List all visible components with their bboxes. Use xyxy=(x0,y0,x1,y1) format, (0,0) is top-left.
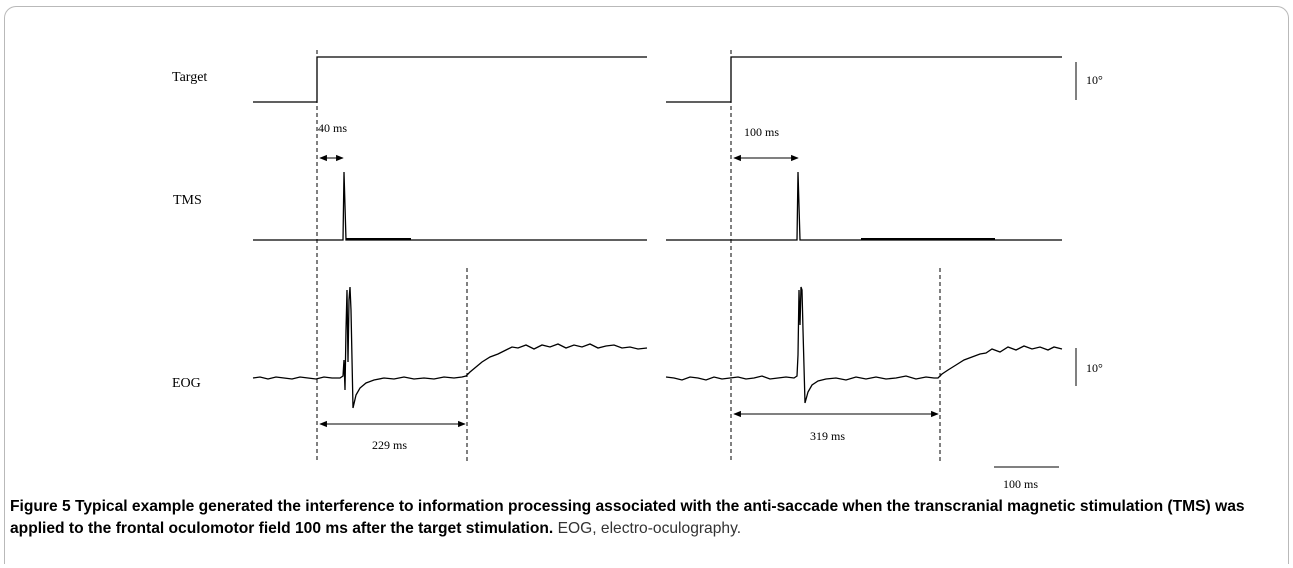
figure-graphic: Target TMS EOG 40 ms 229 ms 100 ms xyxy=(172,50,1103,490)
right-panel: 100 ms 319 ms xyxy=(665,50,1063,462)
caption-rest: EOG, electro-oculography. xyxy=(557,520,742,537)
row-label-tms: TMS xyxy=(173,193,202,208)
figure-caption: Figure 5 Typical example generated the i… xyxy=(10,496,1282,540)
row-label-eog: EOG xyxy=(172,376,201,391)
right-target-trace xyxy=(666,56,1062,103)
right-tms-delay-label: 100 ms xyxy=(744,125,779,139)
left-tms-delay-label: 40 ms xyxy=(318,121,347,135)
right-eog-trace xyxy=(665,286,1063,404)
target-scale-label: 10° xyxy=(1086,73,1103,87)
caption-title: Typical example generated the interferen… xyxy=(10,498,1245,537)
figure-frame xyxy=(4,6,1289,564)
caption-number: Figure 5 xyxy=(10,498,71,515)
left-latency-label: 229 ms xyxy=(372,438,407,452)
time-scale-label: 100 ms xyxy=(1003,477,1038,490)
left-tms-trace xyxy=(253,171,647,241)
left-target-trace xyxy=(253,56,647,103)
left-eog-trace xyxy=(252,286,648,409)
right-latency-label: 319 ms xyxy=(810,429,845,443)
row-label-target: Target xyxy=(172,70,207,85)
right-tms-trace xyxy=(666,171,1062,241)
eog-scale-label: 10° xyxy=(1086,361,1103,375)
left-panel: 40 ms 229 ms xyxy=(252,50,648,462)
